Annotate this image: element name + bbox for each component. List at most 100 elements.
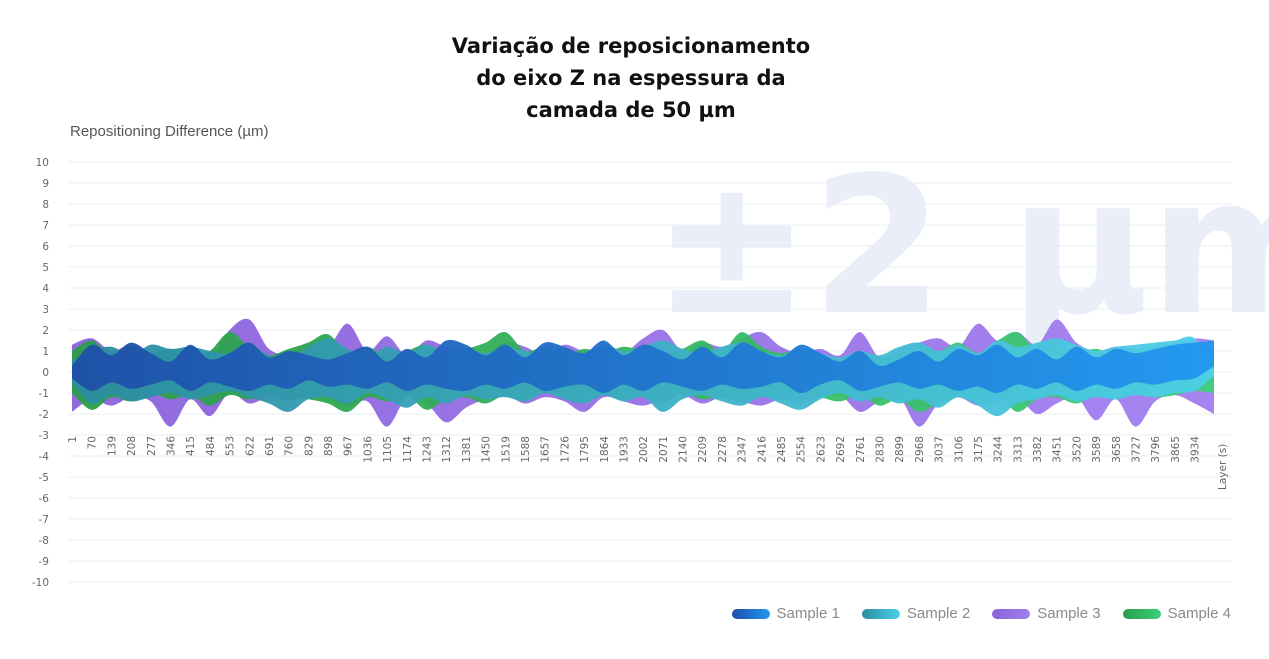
x-tick-label: 2485	[776, 436, 788, 463]
legend-swatch	[1122, 608, 1161, 619]
legend-label: Sample 3	[1037, 605, 1101, 622]
legend-label: Sample 2	[906, 605, 971, 622]
x-tick-label: 3313	[1012, 436, 1024, 463]
x-tick-label: 2554	[796, 436, 808, 463]
y-tick-label: 6	[42, 241, 49, 253]
x-tick-label: 1	[67, 436, 79, 443]
series-areas	[72, 318, 1214, 427]
y-tick-label: -4	[39, 451, 50, 463]
y-tick-label: -8	[39, 535, 49, 547]
x-tick-label: 2140	[678, 436, 690, 463]
area-sample-1	[72, 339, 1214, 394]
x-tick-label: 1864	[599, 436, 611, 463]
x-tick-label: 3658	[1111, 436, 1123, 463]
y-tick-label: 10	[36, 157, 49, 169]
y-tick-label: -7	[39, 514, 49, 526]
x-axis-title: Layer (s)	[1217, 444, 1229, 490]
legend-swatch	[861, 608, 900, 619]
x-tick-label: 1519	[500, 436, 512, 463]
x-tick-label: 346	[165, 436, 177, 456]
y-tick-label: -9	[39, 556, 49, 568]
x-tick-label: 898	[323, 436, 335, 456]
x-tick-label: 2416	[756, 436, 768, 463]
x-tick-label: 1105	[382, 436, 394, 463]
x-tick-label: 2761	[855, 436, 867, 463]
x-tick-label: 3727	[1131, 436, 1143, 463]
x-tick-label: 3175	[973, 436, 985, 463]
y-tick-label: 8	[42, 199, 49, 211]
legend-swatch	[992, 608, 1031, 619]
legend: Sample 1 Sample 2 Sample 3 Sample 4	[731, 605, 1231, 622]
x-tick-label: 691	[264, 436, 276, 456]
x-tick-label: 415	[185, 436, 197, 456]
x-tick-label: 2968	[914, 436, 926, 463]
x-tick-label: 1450	[481, 436, 493, 463]
x-tick-label: 622	[244, 436, 256, 456]
x-tick-label: 553	[225, 436, 237, 456]
x-tick-label: 2623	[815, 436, 827, 463]
x-tick-label: 3796	[1150, 436, 1162, 463]
x-tick-label: 484	[205, 436, 217, 456]
y-tick-label: -5	[39, 472, 49, 484]
legend-label: Sample 4	[1167, 605, 1231, 622]
x-tick-label: 2347	[737, 436, 749, 463]
y-tick-label: 1	[42, 346, 49, 358]
x-tick-label: 1312	[441, 436, 453, 463]
y-tick-label: 2	[42, 325, 49, 337]
x-tick-label: 2692	[835, 436, 847, 463]
legend-item-sample-2[interactable]: Sample 2	[861, 605, 971, 622]
y-axis-title: Repositioning Difference (µm)	[70, 123, 269, 140]
x-tick-label: 1726	[559, 436, 571, 463]
y-tick-label: 4	[42, 283, 49, 295]
chart-title-line-3: camada de 50 µm	[526, 98, 736, 122]
x-tick-label: 1381	[461, 436, 473, 463]
x-tick-label: 3934	[1190, 436, 1202, 463]
x-tick-label: 3106	[953, 436, 965, 463]
x-tick-label: 2002	[638, 436, 650, 463]
x-tick-label: 1588	[520, 436, 532, 463]
x-tick-label: 277	[146, 436, 158, 456]
x-tick-label: 1795	[579, 436, 591, 463]
x-tick-label: 1657	[540, 436, 552, 463]
x-tick-label: 3382	[1032, 436, 1044, 463]
y-tick-label: 7	[42, 220, 49, 232]
y-tick-label: 9	[42, 178, 49, 190]
x-tick-label: 1174	[402, 436, 414, 463]
x-tick-label: 2071	[658, 436, 670, 463]
legend-item-sample-4[interactable]: Sample 4	[1122, 605, 1231, 622]
x-tick-label: 208	[126, 436, 138, 456]
x-tick-label: 3589	[1091, 436, 1103, 463]
x-tick-label: 2209	[697, 436, 709, 463]
x-tick-label: 3520	[1071, 436, 1083, 463]
y-tick-label: -1	[39, 388, 49, 400]
y-tick-label: -6	[39, 493, 50, 505]
chart-title-line-1: Variação de reposicionamento	[451, 34, 811, 58]
y-tick-label: -2	[39, 409, 49, 421]
chart-title-line-2: do eixo Z na espessura da	[476, 66, 786, 90]
chart-title: Variação de reposicionamento do eixo Z n…	[0, 30, 1262, 126]
x-tick-label: 1933	[618, 436, 630, 463]
legend-item-sample-1[interactable]: Sample 1	[731, 605, 840, 622]
x-tick-label: 3037	[934, 436, 946, 463]
y-tick-label: -10	[32, 577, 49, 589]
x-tick-label: 139	[106, 436, 118, 456]
y-tick-label: 0	[42, 367, 49, 379]
x-tick-label: 3865	[1170, 436, 1182, 463]
y-tick-label: -3	[39, 430, 49, 442]
x-tick-label: 3451	[1052, 436, 1064, 463]
x-axis-ticks: 1 70 139 208 277 346 415 484 553 622 691 760 829 898 9…	[67, 436, 1202, 463]
x-tick-label: 967	[343, 436, 355, 456]
y-tick-label: 3	[42, 304, 49, 316]
x-tick-label: 760	[284, 436, 296, 456]
x-tick-label: 829	[303, 436, 315, 456]
x-tick-label: 2899	[894, 436, 906, 463]
y-tick-label: 5	[42, 262, 49, 274]
x-tick-label: 70	[87, 436, 99, 449]
legend-item-sample-3[interactable]: Sample 3	[992, 605, 1101, 622]
x-tick-label: 3244	[993, 436, 1005, 463]
x-tick-label: 2830	[874, 436, 886, 463]
legend-swatch	[731, 608, 770, 619]
legend-label: Sample 1	[776, 605, 840, 622]
